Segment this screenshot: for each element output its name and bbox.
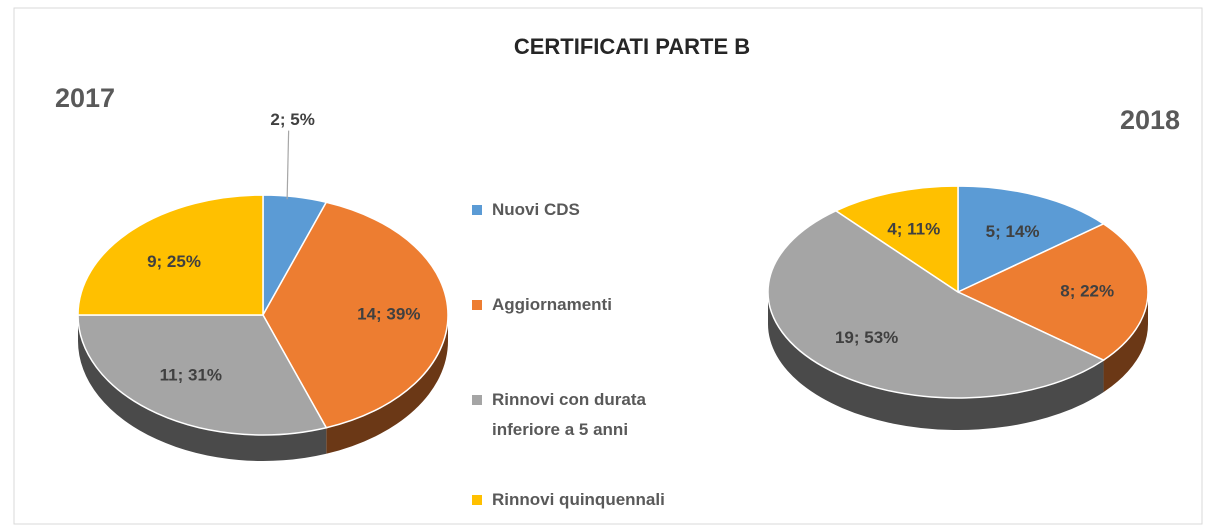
pie-slice <box>77 194 264 316</box>
data-label: 5; 14% <box>986 222 1040 241</box>
legend-label: Rinnovi con durata inferiore a 5 anni <box>492 390 646 439</box>
data-label: 2; 5% <box>270 110 314 129</box>
data-label: 4; 11% <box>887 220 940 239</box>
pie-slice <box>77 314 328 436</box>
leader-line <box>286 130 290 200</box>
pie-side <box>768 292 1104 430</box>
data-label: 11; 31% <box>160 365 222 384</box>
pie-slice <box>834 185 959 294</box>
chart-title: CERTIFICATI PARTE B <box>514 34 750 59</box>
data-label: 8; 22% <box>1060 281 1114 300</box>
legend-item: Rinnovi quinquennali <box>472 485 732 515</box>
data-label: 19; 53% <box>835 328 898 347</box>
pie-slice <box>956 223 1149 361</box>
data-label: 14; 39% <box>357 304 420 323</box>
legend-swatch <box>472 205 482 215</box>
data-label: 9; 25% <box>147 252 201 271</box>
legend-item: Rinnovi con durata inferiore a 5 anni <box>472 385 732 445</box>
legend-swatch <box>472 395 482 405</box>
pie-side <box>78 315 327 462</box>
legend-swatch <box>472 300 482 310</box>
legend-item: Nuovi CDS <box>472 195 732 225</box>
pie-slice <box>957 185 1106 294</box>
legend-label: Nuovi CDS <box>492 200 580 219</box>
legend-label: Rinnovi quinquennali <box>492 490 665 509</box>
legend-label: Aggiornamenti <box>492 295 612 314</box>
pie-title: 2018 <box>1120 105 1180 135</box>
pie-slice <box>767 209 1106 399</box>
legend-swatch <box>472 495 482 505</box>
pie-slice <box>262 201 449 429</box>
pie-title: 2017 <box>55 83 115 113</box>
legend-item: Aggiornamenti <box>472 290 732 320</box>
